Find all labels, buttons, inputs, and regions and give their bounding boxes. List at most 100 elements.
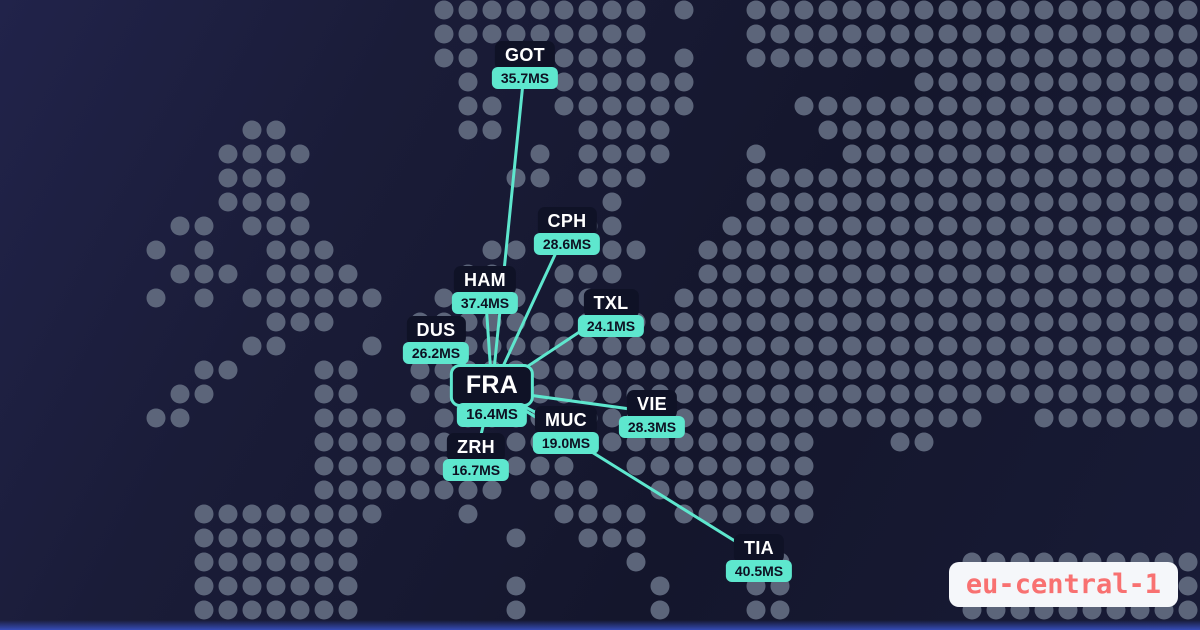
map-dot <box>1082 288 1102 308</box>
map-dot <box>986 312 1006 332</box>
map-dot <box>818 48 838 68</box>
city-node-got: GOT 35.7MS <box>491 41 559 89</box>
map-dot <box>266 600 286 620</box>
map-dot <box>962 288 982 308</box>
map-dot <box>626 120 646 140</box>
map-dot <box>746 384 766 404</box>
map-dot <box>458 504 478 524</box>
map-dot <box>434 360 454 380</box>
map-dot <box>554 72 574 92</box>
map-dot <box>602 360 622 380</box>
map-dot <box>242 552 262 572</box>
map-dot <box>842 24 862 44</box>
map-dot <box>1106 120 1126 140</box>
map-dot <box>722 336 742 356</box>
map-dot <box>290 216 310 236</box>
map-dot <box>914 168 934 188</box>
map-dot <box>842 144 862 164</box>
map-dot <box>1058 96 1078 116</box>
map-dot <box>530 24 550 44</box>
map-dot <box>1154 24 1174 44</box>
map-dot <box>770 192 790 212</box>
map-dot <box>1082 48 1102 68</box>
map-dot <box>866 312 886 332</box>
map-dot <box>1034 144 1054 164</box>
map-dot <box>1058 288 1078 308</box>
map-dot <box>1130 360 1150 380</box>
map-dot <box>746 192 766 212</box>
map-dot <box>242 504 262 524</box>
map-dot <box>1178 552 1198 572</box>
map-dot <box>890 120 910 140</box>
map-dot <box>266 312 286 332</box>
map-dot <box>602 240 622 260</box>
map-dot <box>290 552 310 572</box>
map-dot <box>866 24 886 44</box>
map-dot <box>842 312 862 332</box>
map-dot <box>626 528 646 548</box>
map-dot <box>914 216 934 236</box>
map-dot <box>770 384 790 404</box>
map-dot <box>962 24 982 44</box>
map-dot <box>266 240 286 260</box>
map-dot <box>1010 240 1030 260</box>
map-dot <box>770 240 790 260</box>
map-dot <box>1082 216 1102 236</box>
map-dot <box>410 480 430 500</box>
map-dot <box>1154 72 1174 92</box>
map-dot <box>1130 144 1150 164</box>
map-dot <box>938 312 958 332</box>
map-dot <box>146 288 166 308</box>
map-dot <box>1058 48 1078 68</box>
map-dot <box>314 288 334 308</box>
map-dot <box>218 168 238 188</box>
map-dot <box>266 336 286 356</box>
map-dot <box>1130 312 1150 332</box>
map-dot <box>410 360 430 380</box>
map-dot <box>434 0 454 20</box>
map-dot <box>1154 360 1174 380</box>
latency-badge: 40.5MS <box>725 559 793 582</box>
map-dot <box>1130 264 1150 284</box>
map-dot <box>554 360 574 380</box>
map-dot <box>434 24 454 44</box>
map-dot <box>698 240 718 260</box>
map-dot <box>266 144 286 164</box>
map-dot <box>314 264 334 284</box>
map-dot <box>818 240 838 260</box>
city-code-label: DUS <box>406 316 466 345</box>
map-dot <box>1058 144 1078 164</box>
map-dot <box>458 120 478 140</box>
map-dot <box>626 48 646 68</box>
map-dot <box>746 480 766 500</box>
map-dot <box>890 168 910 188</box>
map-dot <box>626 0 646 20</box>
map-dot <box>506 528 526 548</box>
map-dot <box>362 456 382 476</box>
map-dot <box>1106 336 1126 356</box>
map-dot <box>338 480 358 500</box>
map-dot <box>818 192 838 212</box>
map-dot <box>338 600 358 620</box>
map-dot <box>1082 264 1102 284</box>
map-dot <box>386 456 406 476</box>
map-dot <box>194 264 214 284</box>
map-dot <box>530 360 550 380</box>
map-dot <box>650 336 670 356</box>
map-dot <box>770 264 790 284</box>
map-dot <box>194 288 214 308</box>
map-dot <box>314 312 334 332</box>
map-dot <box>1106 264 1126 284</box>
map-dot <box>1130 96 1150 116</box>
map-dot <box>770 360 790 380</box>
map-dot <box>986 24 1006 44</box>
map-dot <box>290 192 310 212</box>
map-dot <box>914 24 934 44</box>
map-dot <box>1130 48 1150 68</box>
map-dot <box>698 432 718 452</box>
map-dot <box>938 24 958 44</box>
map-dot <box>170 264 190 284</box>
map-dot <box>1034 240 1054 260</box>
map-dot <box>866 96 886 116</box>
map-dot <box>890 24 910 44</box>
